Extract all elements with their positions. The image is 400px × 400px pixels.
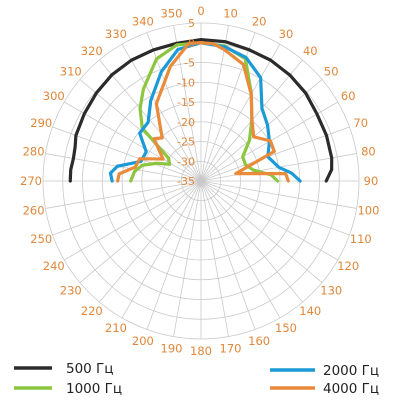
radial-tick-label: 0 — [188, 37, 195, 50]
grid-spoke — [63, 101, 202, 182]
grid-spoke — [200, 25, 229, 182]
angle-tick-label: 160 — [248, 334, 270, 348]
grid-spoke — [200, 180, 357, 209]
grid-spoke — [200, 180, 323, 283]
angle-tick-label: 30 — [279, 27, 294, 41]
angle-tick-label: 10 — [223, 7, 238, 21]
radial-tick-label: -30 — [177, 155, 195, 168]
series-line-0 — [68, 37, 334, 183]
angle-tick-label: 60 — [341, 89, 356, 103]
angle-tick-label: 190 — [161, 341, 183, 355]
angle-tick-label: 300 — [43, 89, 65, 103]
angle-tick-label: 260 — [23, 204, 45, 218]
angle-tick-label: 110 — [350, 232, 372, 246]
legend-item-1000: 1000 Гц — [14, 381, 122, 397]
radial-tick-label: -15 — [177, 96, 195, 109]
grid-spoke — [146, 32, 202, 182]
grid-spoke — [200, 79, 323, 182]
grid-spoke — [200, 180, 229, 337]
angle-tick-label: 0 — [197, 4, 204, 18]
angle-tick-label: 320 — [81, 44, 103, 58]
angle-tick-label: 100 — [357, 204, 379, 218]
grid-spoke — [79, 180, 202, 283]
radial-labels: 5 0 -5 -10 -15 -20 -25 -30 -35 — [177, 17, 195, 188]
grid-spoke — [200, 43, 281, 182]
angle-tick-label: 330 — [105, 27, 127, 41]
polar-grid — [42, 22, 360, 340]
angle-tick-label: 120 — [337, 259, 359, 273]
legend-label-500: 500 Гц — [66, 361, 113, 377]
radial-tick-label: -25 — [177, 136, 195, 149]
angle-tick-label: 290 — [30, 116, 52, 130]
grid-spoke — [146, 180, 202, 330]
grid-spoke — [200, 180, 350, 236]
grid-spoke — [99, 180, 202, 303]
angle-tick-label: 20 — [252, 14, 267, 28]
grid-spoke — [200, 126, 350, 182]
angle-tick-label: 310 — [60, 65, 82, 79]
angle-tick-label: 200 — [132, 334, 154, 348]
series-lines — [68, 37, 334, 183]
legend-label-4000: 4000 Гц — [323, 381, 379, 397]
legend-label-1000: 1000 Гц — [66, 381, 122, 397]
grid-spoke — [45, 153, 202, 182]
angle-tick-label: 140 — [299, 304, 321, 318]
angle-tick-label: 180 — [190, 344, 212, 358]
radial-tick-label: -35 — [177, 175, 195, 188]
angle-tick-label: 50 — [324, 65, 339, 79]
angle-labels: 0 102030405060708090100110120130140150160… — [20, 4, 379, 358]
angle-tick-label: 80 — [361, 144, 376, 158]
radial-tick-label: -20 — [177, 116, 195, 129]
radial-tick-label: -10 — [177, 76, 195, 89]
grid-spoke — [200, 180, 281, 319]
grid-spoke — [99, 59, 202, 182]
grid-spoke — [63, 180, 202, 261]
angle-tick-label: 270 — [20, 174, 42, 188]
grid-spoke — [173, 180, 202, 337]
angle-tick-label: 280 — [23, 144, 45, 158]
angle-tick-label: 250 — [30, 232, 52, 246]
grid-spoke — [45, 180, 202, 209]
legend-item-2000: 2000 Гц — [270, 363, 379, 379]
grid-spoke — [121, 43, 202, 182]
angle-tick-label: 150 — [275, 321, 297, 335]
radial-tick-label: -5 — [184, 57, 195, 70]
angle-tick-label: 70 — [353, 116, 368, 130]
grid-spoke — [52, 180, 202, 236]
angle-tick-label: 230 — [60, 283, 82, 297]
grid-spoke — [121, 180, 202, 319]
legend-item-500: 500 Гц — [14, 361, 113, 377]
legend-label-2000: 2000 Гц — [323, 363, 379, 379]
angle-tick-label: 130 — [320, 283, 342, 297]
angle-tick-label: 90 — [364, 174, 379, 188]
legend-item-4000: 4000 Гц — [270, 381, 379, 397]
legend: 500 Гц 1000 Гц 2000 Гц 4000 Гц — [14, 361, 379, 397]
angle-tick-label: 340 — [132, 14, 154, 28]
angle-tick-label: 170 — [220, 341, 242, 355]
series-line-3 — [116, 41, 290, 183]
radial-tick-label: 5 — [188, 17, 195, 30]
grid-spoke — [200, 180, 339, 261]
angle-tick-label: 210 — [105, 321, 127, 335]
angle-tick-label: 350 — [161, 7, 183, 21]
angle-tick-label: 240 — [43, 259, 65, 273]
grid-spoke — [200, 180, 303, 303]
grid-spoke — [200, 180, 256, 330]
angle-tick-label: 220 — [81, 304, 103, 318]
angle-tick-label: 40 — [303, 44, 318, 58]
